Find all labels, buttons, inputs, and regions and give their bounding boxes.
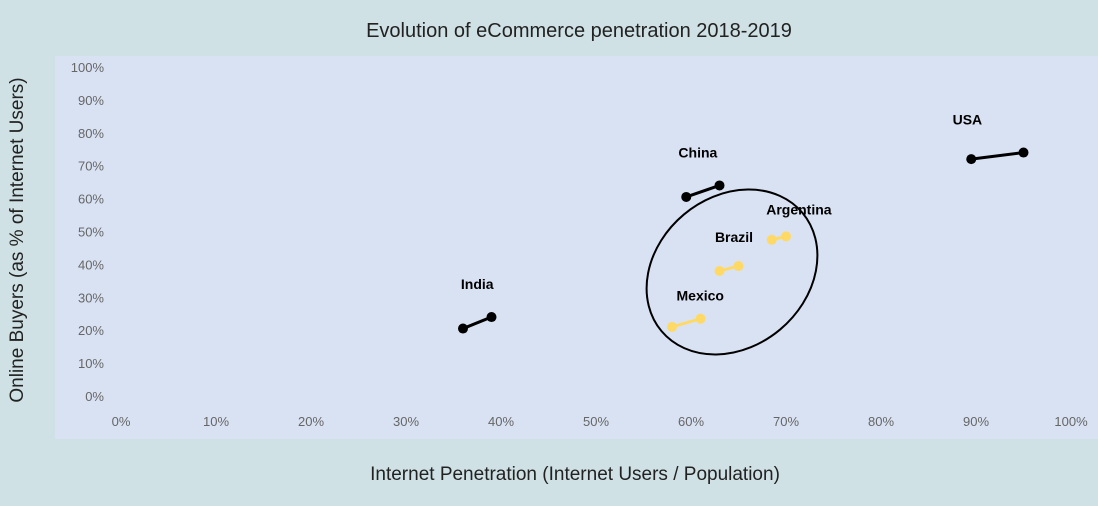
series-line-usa: [971, 151, 1024, 161]
country-label-mexico: Mexico: [677, 288, 724, 304]
data-point-india-start: [458, 323, 468, 334]
data-point-argentina-start: [766, 234, 777, 245]
y-tick-label: 30%: [78, 290, 104, 305]
y-tick-label: 100%: [71, 60, 105, 75]
x-tick-label: 70%: [773, 414, 799, 429]
y-tick-label: 90%: [78, 93, 104, 108]
y-tick-label: 50%: [78, 225, 104, 240]
x-axis-title: Internet Penetration (Internet Users / P…: [370, 464, 780, 485]
y-tick-label: 60%: [78, 192, 104, 207]
series-line-india: [462, 315, 493, 330]
x-tick-label: 100%: [1054, 414, 1088, 429]
x-tick-label: 30%: [393, 414, 419, 429]
y-tick-label: 80%: [78, 126, 104, 141]
data-point-mexico-start: [667, 321, 677, 332]
y-tick-label: 20%: [78, 323, 104, 338]
series-china: China: [678, 144, 725, 202]
data-point-mexico-end: [695, 313, 706, 324]
data-point-china-end: [714, 180, 725, 191]
country-label-argentina: Argentina: [766, 201, 832, 217]
country-label-india: India: [461, 276, 494, 292]
series-argentina: Argentina: [766, 201, 832, 245]
series-brazil: Brazil: [714, 229, 753, 276]
series-mexico: Mexico: [667, 288, 724, 332]
highlight-group: [645, 188, 819, 356]
x-tick-label: 60%: [678, 414, 704, 429]
x-tick-label: 50%: [583, 414, 609, 429]
series-line-china: [685, 184, 720, 199]
series-usa: USA: [953, 112, 1029, 165]
y-tick-label: 70%: [78, 159, 104, 174]
data-point-usa-end: [1018, 147, 1029, 158]
country-label-china: China: [678, 144, 717, 160]
x-tick-labels: 0% 10% 20% 30% 40% 50% 60% 70% 80% 90% 100%: [112, 414, 1088, 429]
country-label-usa: USA: [953, 112, 983, 128]
data-point-china-start: [681, 191, 692, 202]
data-point-brazil-start: [714, 265, 725, 276]
x-tick-label: 90%: [963, 414, 989, 429]
data-point-usa-start: [966, 154, 977, 165]
plot-area: [55, 56, 1098, 439]
country-label-brazil: Brazil: [715, 229, 753, 245]
x-tick-label: 40%: [488, 414, 514, 429]
series-india: India: [458, 276, 497, 334]
highlight-ellipse: [645, 188, 819, 356]
data-point-brazil-end: [733, 261, 744, 272]
x-tick-label: 0%: [112, 414, 131, 429]
x-tick-label: 10%: [203, 414, 229, 429]
y-tick-labels: 0% 10% 20% 30% 40% 50% 60% 70% 80% 90% 100%: [71, 60, 105, 404]
x-tick-label: 20%: [298, 414, 324, 429]
series-layer: India China USA Mexico Brazil Argentina: [458, 112, 1029, 334]
x-tick-label: 80%: [868, 414, 894, 429]
data-point-argentina-end: [781, 231, 791, 242]
chart-title: Evolution of eCommerce penetration 2018-…: [366, 20, 792, 42]
y-tick-label: 0%: [85, 389, 104, 404]
y-tick-label: 40%: [78, 257, 104, 272]
y-tick-label: 10%: [78, 356, 104, 371]
data-point-india-end: [486, 312, 497, 323]
